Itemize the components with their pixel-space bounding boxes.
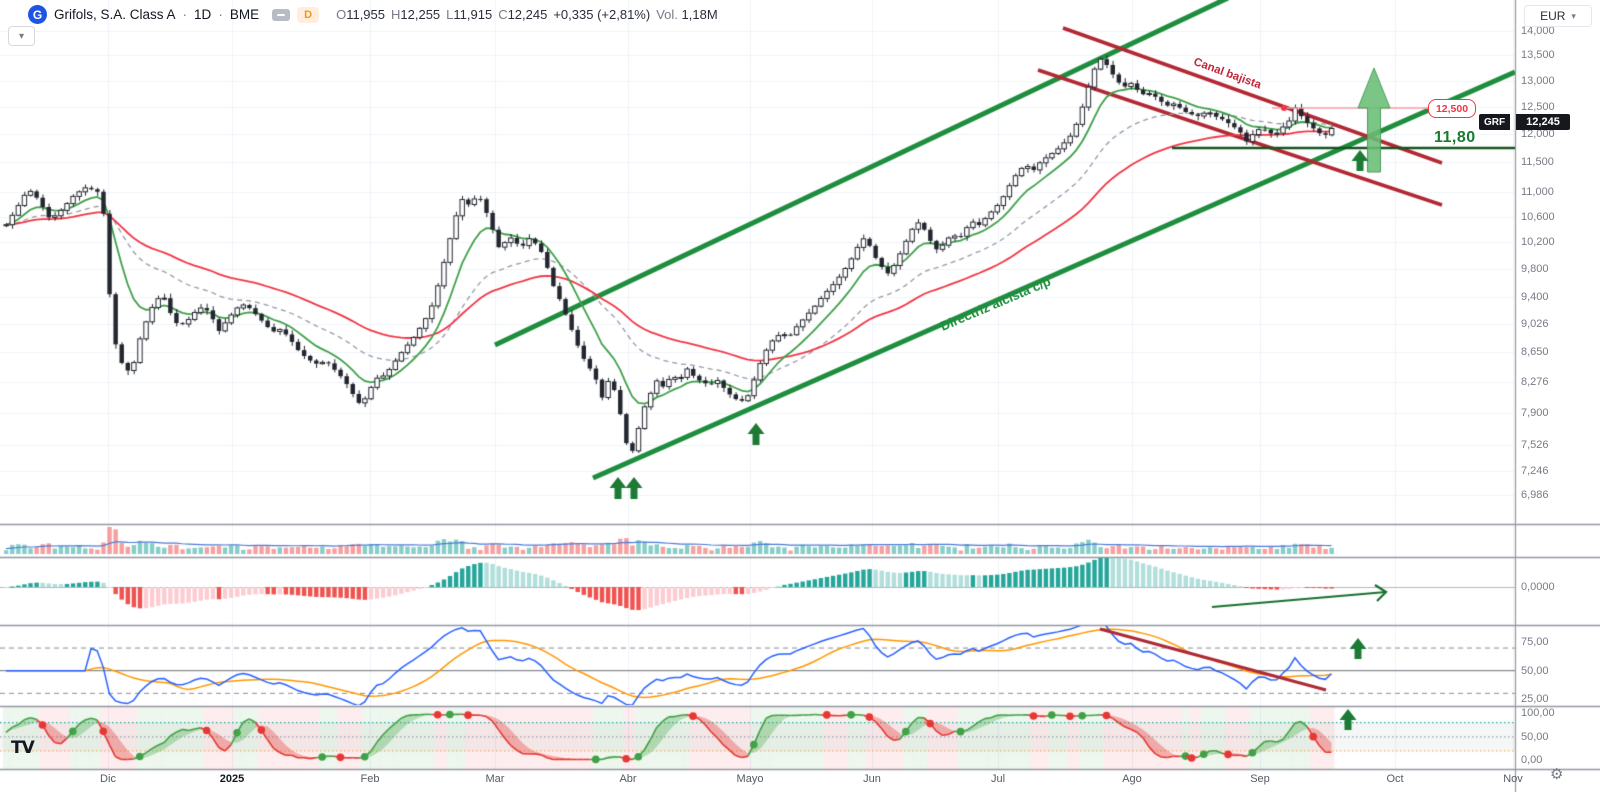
indicator-tick-label: 0,00	[1521, 754, 1543, 767]
time-tick-label: Mar	[485, 773, 505, 785]
interval-badge[interactable]: D	[297, 6, 320, 23]
time-tick-label: Ago	[1122, 773, 1142, 785]
interval-label[interactable]: 1D	[194, 7, 212, 22]
volume-label: Vol.	[656, 7, 678, 22]
last-price-symbol-badge: GRF	[1479, 114, 1511, 130]
volume-value: 1,18M	[681, 7, 718, 22]
last-price-badge: 12,245	[1516, 114, 1570, 130]
tradingview-logo[interactable]: TV	[11, 738, 35, 758]
price-tick-label: 12,000	[1521, 127, 1555, 140]
price-tick-label: 6,986	[1521, 489, 1549, 502]
title-separator: ·	[182, 7, 188, 22]
currency-selector[interactable]: EUR ▾	[1524, 5, 1592, 27]
price-tick-label: 14,000	[1521, 25, 1555, 38]
price-tick-label: 9,800	[1521, 263, 1549, 276]
time-tick-label: Dic	[100, 773, 116, 785]
chevron-down-icon: ▾	[1571, 10, 1576, 21]
price-tick-label: 7,526	[1521, 439, 1549, 452]
price-tick-label: 13,500	[1521, 49, 1555, 62]
support-level-label[interactable]: 11,80	[1434, 129, 1476, 146]
high-value: 12,255	[400, 7, 441, 22]
time-tick-label: Nov	[1503, 773, 1523, 785]
close-label: C	[498, 7, 508, 22]
ohlc-readout: O11,955 H12,255 L11,915 C12,245 +0,335 (…	[336, 7, 718, 22]
symbol-header: G Grifols, S.A. Class A · 1D · BME D O11…	[28, 5, 718, 24]
indicator-tick-label: 100,00	[1521, 707, 1555, 720]
high-label: H	[391, 7, 401, 22]
price-tick-label: 11,000	[1521, 186, 1554, 199]
price-tick-label: 12,500	[1521, 100, 1555, 113]
indicator-tick-label: 75,00	[1521, 636, 1549, 649]
close-value: 12,245	[507, 7, 548, 22]
price-tick-label: 9,026	[1521, 318, 1549, 331]
price-tick-label: 7,900	[1521, 407, 1549, 420]
indicator-tick-label: 0,0000	[1521, 581, 1555, 593]
symbol-title[interactable]: Grifols, S.A. Class A	[54, 7, 176, 22]
time-tick-label: Mayo	[736, 773, 764, 785]
open-value: 11,955	[346, 7, 385, 22]
indicator-tick-label: 50,00	[1521, 664, 1549, 677]
change-value: +0,335 (+2,81%)	[553, 7, 651, 22]
settings-gear-icon[interactable]: ⚙	[1550, 766, 1564, 783]
price-tick-label: 10,600	[1521, 210, 1555, 223]
hide-indicator-icon[interactable]	[272, 8, 291, 21]
time-tick-label: Feb	[360, 773, 380, 785]
indicator-tick-label: 25,00	[1521, 693, 1549, 705]
symbol-logo[interactable]: G	[28, 5, 47, 24]
price-tick-label: 8,650	[1521, 346, 1549, 359]
time-tick-label: Sep	[1250, 773, 1270, 785]
collapse-header-button[interactable]: ▾	[8, 26, 35, 46]
price-tick-label: 8,276	[1521, 376, 1549, 388]
resistance-price-badge[interactable]: 12,500	[1428, 99, 1476, 118]
low-label: L	[446, 7, 454, 22]
title-separator2: ·	[218, 7, 223, 22]
time-tick-label: Jun	[863, 773, 881, 785]
time-tick-label: Oct	[1386, 773, 1404, 785]
time-tick-label: Jul	[990, 773, 1006, 785]
price-tick-label: 7,246	[1521, 464, 1549, 477]
price-tick-label: 9,400	[1521, 290, 1549, 303]
open-label: O	[336, 7, 347, 22]
time-tick-label: 2025	[219, 773, 245, 785]
indicator-tick-label: 50,00	[1521, 730, 1549, 743]
currency-label: EUR	[1540, 9, 1566, 23]
time-tick-label: Abr	[619, 773, 637, 785]
price-tick-label: 13,000	[1521, 74, 1555, 87]
price-tick-label: 10,200	[1521, 236, 1555, 249]
exchange-label[interactable]: BME	[229, 7, 260, 22]
price-tick-label: 11,500	[1521, 156, 1554, 169]
low-value: 11,915	[453, 7, 493, 22]
